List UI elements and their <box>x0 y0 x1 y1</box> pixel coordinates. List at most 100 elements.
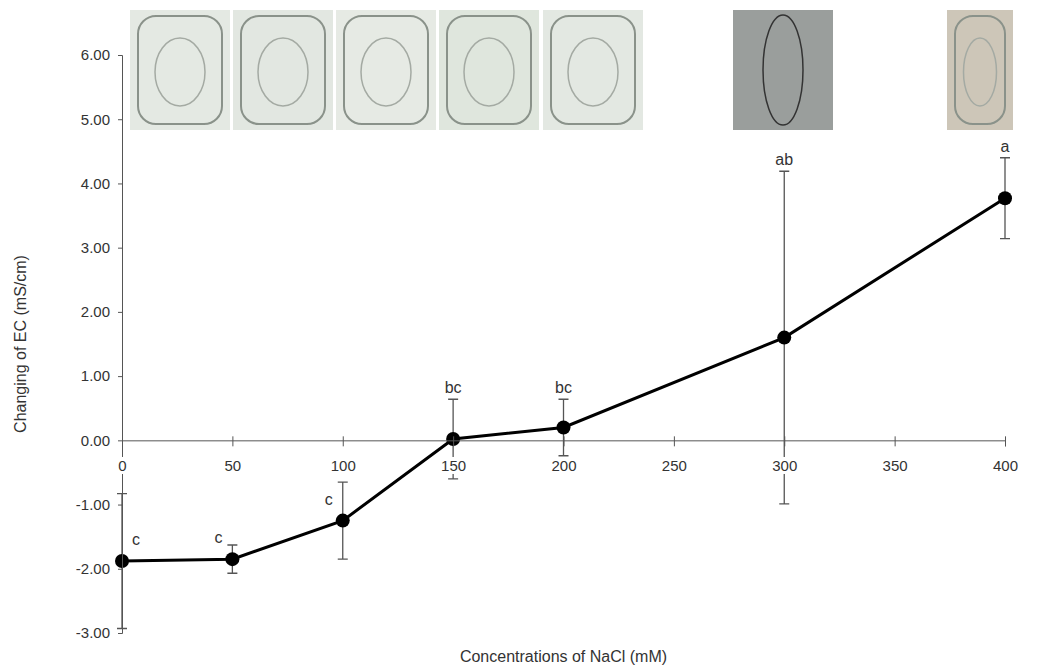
cell-wall <box>447 16 531 124</box>
tick-mark <box>453 436 454 446</box>
tick: 6.00 <box>81 46 122 63</box>
tick: 300 <box>770 436 799 474</box>
tick-mark <box>118 505 122 506</box>
tick: 350 <box>881 436 910 474</box>
significance-letter: c <box>214 529 222 546</box>
tick-label: 0 <box>118 457 126 474</box>
cell-wall <box>955 16 1005 124</box>
marker <box>336 514 350 528</box>
micrograph <box>543 10 643 130</box>
tick: 250 <box>660 436 689 474</box>
protoplast <box>258 38 308 106</box>
tick-mark <box>118 183 122 184</box>
significance-letter: bc <box>555 379 572 396</box>
chart: -3.00 -2.00 -1.00 0.00 1.00 2.00 3.00 4.00 5.00 6… <box>0 0 1040 670</box>
label-patch <box>660 457 689 474</box>
tick-mark <box>118 312 122 313</box>
tick: 3.00 <box>81 239 122 256</box>
tick-label: 2.00 <box>81 303 110 320</box>
x-axis: 0 50 100 150 200 250 300 350 400 <box>116 436 1020 474</box>
tick-label: 350 <box>883 457 908 474</box>
tick-label: 200 <box>551 457 576 474</box>
micrograph <box>733 10 833 130</box>
cell-wall <box>241 16 325 124</box>
tick: 0.00 <box>81 432 122 449</box>
significance-letter: ab <box>775 151 793 168</box>
tick: -1.00 <box>76 496 122 513</box>
tick-mark <box>118 248 122 249</box>
tick-mark <box>1005 436 1006 446</box>
cell-wall <box>138 16 222 124</box>
label-patch <box>991 457 1020 474</box>
tick-label: 0.00 <box>81 432 110 449</box>
micrograph-background <box>733 10 833 130</box>
tick-label: 150 <box>441 457 466 474</box>
micrograph-background <box>233 10 333 130</box>
tick-label: -2.00 <box>76 560 110 577</box>
tick-label: -1.00 <box>76 496 110 513</box>
protoplast <box>361 38 411 106</box>
tick: 4.00 <box>81 175 122 192</box>
tick: 5.00 <box>81 111 122 128</box>
tick-label: 3.00 <box>81 239 110 256</box>
tick: -2.00 <box>76 560 122 577</box>
tick-label: 100 <box>331 457 356 474</box>
micrograph-background <box>130 10 230 130</box>
tick: 200 <box>549 436 578 474</box>
label-patch <box>549 457 578 474</box>
tick: 150 <box>439 436 468 474</box>
label-patch <box>881 457 910 474</box>
tick-label: 5.00 <box>81 111 110 128</box>
micrograph-background <box>336 10 436 130</box>
plot-area <box>115 158 1012 629</box>
tick: 50 <box>223 436 244 474</box>
micrograph <box>130 10 230 130</box>
axis-line <box>118 56 123 634</box>
tick-mark <box>118 569 122 570</box>
micrograph <box>947 10 1013 130</box>
tick-label: 1.00 <box>81 367 110 384</box>
protoplast <box>568 38 618 106</box>
tick: -3.00 <box>76 624 122 641</box>
tick-mark <box>564 436 565 446</box>
tick-mark <box>118 440 122 441</box>
label-patch <box>329 457 358 474</box>
label-patch <box>770 457 799 474</box>
cell-wall <box>344 16 428 124</box>
tick-label: 300 <box>772 457 797 474</box>
micrograph-background <box>947 10 1013 130</box>
tick-label: -3.00 <box>76 624 110 641</box>
micrograph <box>439 10 539 130</box>
micrograph <box>336 10 436 130</box>
micrograph-background <box>439 10 539 130</box>
tick-label: 4.00 <box>81 175 110 192</box>
micrographs <box>130 10 1013 130</box>
tick-mark <box>343 436 344 446</box>
letters: cccbcbcaba <box>132 138 1010 548</box>
label-patch <box>439 457 468 474</box>
tick-mark <box>784 436 785 446</box>
line <box>122 198 1005 561</box>
tick-label: 400 <box>993 457 1018 474</box>
significance-letter: c <box>132 531 140 548</box>
marker <box>557 420 571 434</box>
x-axis-title: Concentrations of NaCl (mM) <box>460 648 667 665</box>
protoplast <box>464 38 514 106</box>
label-patch <box>116 457 128 474</box>
cell-wall <box>551 16 635 124</box>
tick-mark <box>122 436 123 446</box>
tick: 0 <box>116 436 128 474</box>
tick-mark <box>118 55 122 56</box>
tick-mark <box>118 119 122 120</box>
protoplast <box>155 38 205 106</box>
tick-label: 250 <box>662 457 687 474</box>
cell-outline <box>763 15 803 125</box>
protoplast <box>964 38 997 106</box>
label-patch <box>223 457 244 474</box>
tick-mark <box>232 436 233 446</box>
tick-mark <box>118 376 122 377</box>
micrograph <box>233 10 333 130</box>
marker <box>446 432 460 446</box>
micrograph-background <box>543 10 643 130</box>
tick: 1.00 <box>81 367 122 384</box>
